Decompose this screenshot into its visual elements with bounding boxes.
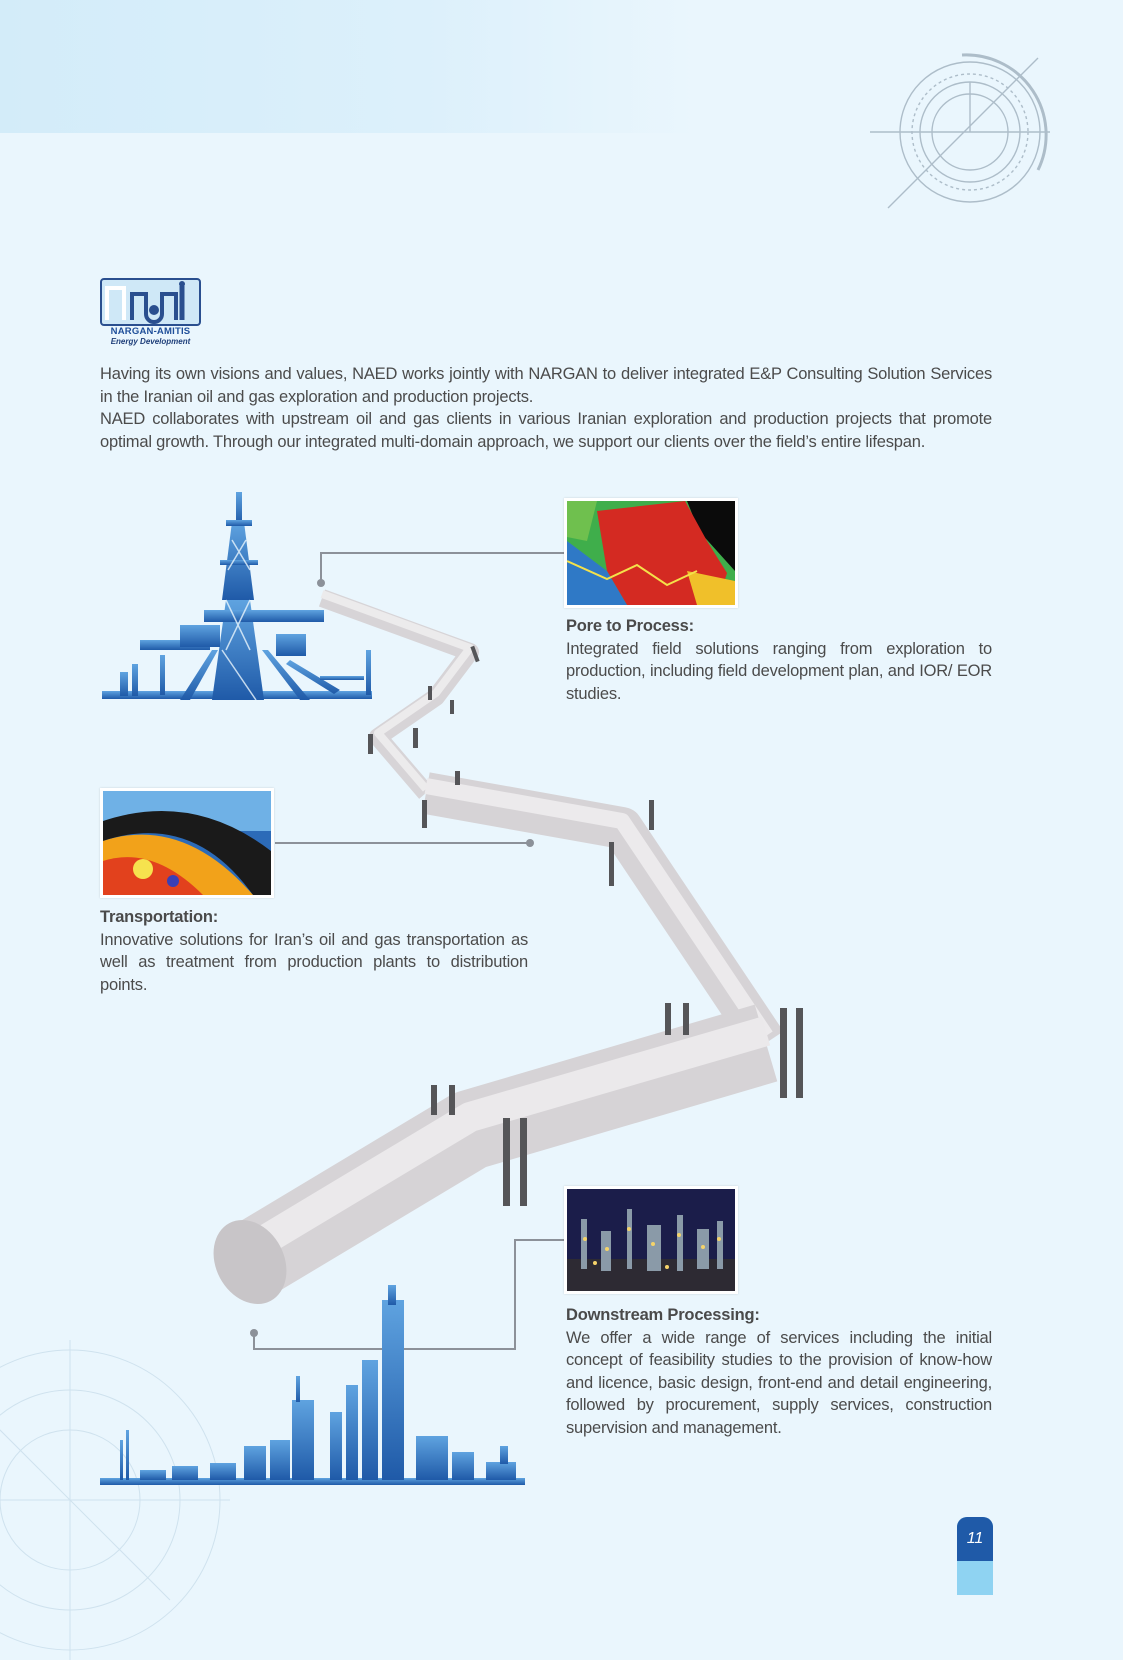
logo-mark (100, 278, 201, 326)
section-downstream-processing: Downstream Processing: We offer a wide r… (566, 1304, 992, 1439)
drilling-rig-silhouette-icon (102, 492, 372, 700)
connector-dots (250, 579, 534, 1337)
logo-subtitle-text: Energy Development (110, 337, 191, 346)
intro-text: Having its own visions and values, NAED … (100, 363, 992, 453)
pipeline-shape (229, 589, 784, 1297)
top-gradient-band (0, 0, 700, 133)
company-logo: NARGAN-AMITIS Energy Development (100, 278, 205, 350)
connector-lines (253, 552, 566, 1350)
pipeline-pigging-photo (100, 788, 274, 898)
reservoir-model-photo (564, 498, 738, 608)
rig-lattice (221, 539, 257, 701)
refinery-silhouette-icon (100, 1285, 525, 1485)
section-body: We offer a wide range of services includ… (566, 1328, 992, 1437)
logo-emblem-icon (105, 281, 185, 324)
section-title: Transportation: (100, 908, 219, 926)
pipe-end-cap (213, 1219, 287, 1305)
page-number-tab: 11 (957, 1517, 993, 1595)
section-pore-to-process: Pore to Process: Integrated field soluti… (566, 615, 992, 705)
section-title: Pore to Process: (566, 617, 694, 635)
section-title: Downstream Processing: (566, 1306, 760, 1324)
intro-paragraph: NAED collaborates with upstream oil and … (100, 410, 992, 451)
pipe-supports (368, 645, 803, 1206)
section-body: Integrated field solutions ranging from … (566, 639, 992, 703)
section-transportation: Transportation: Innovative solutions for… (100, 906, 528, 996)
pipeline-illustration (100, 492, 803, 1485)
compass-decoration-icon (870, 53, 1050, 209)
section-body: Innovative solutions for Iran’s oil and … (100, 930, 528, 994)
refinery-night-photo (564, 1186, 738, 1294)
intro-paragraph: Having its own visions and values, NAED … (100, 365, 992, 406)
logo-name-text: NARGAN-AMITIS (110, 326, 191, 337)
page-number: 11 (957, 1517, 993, 1561)
